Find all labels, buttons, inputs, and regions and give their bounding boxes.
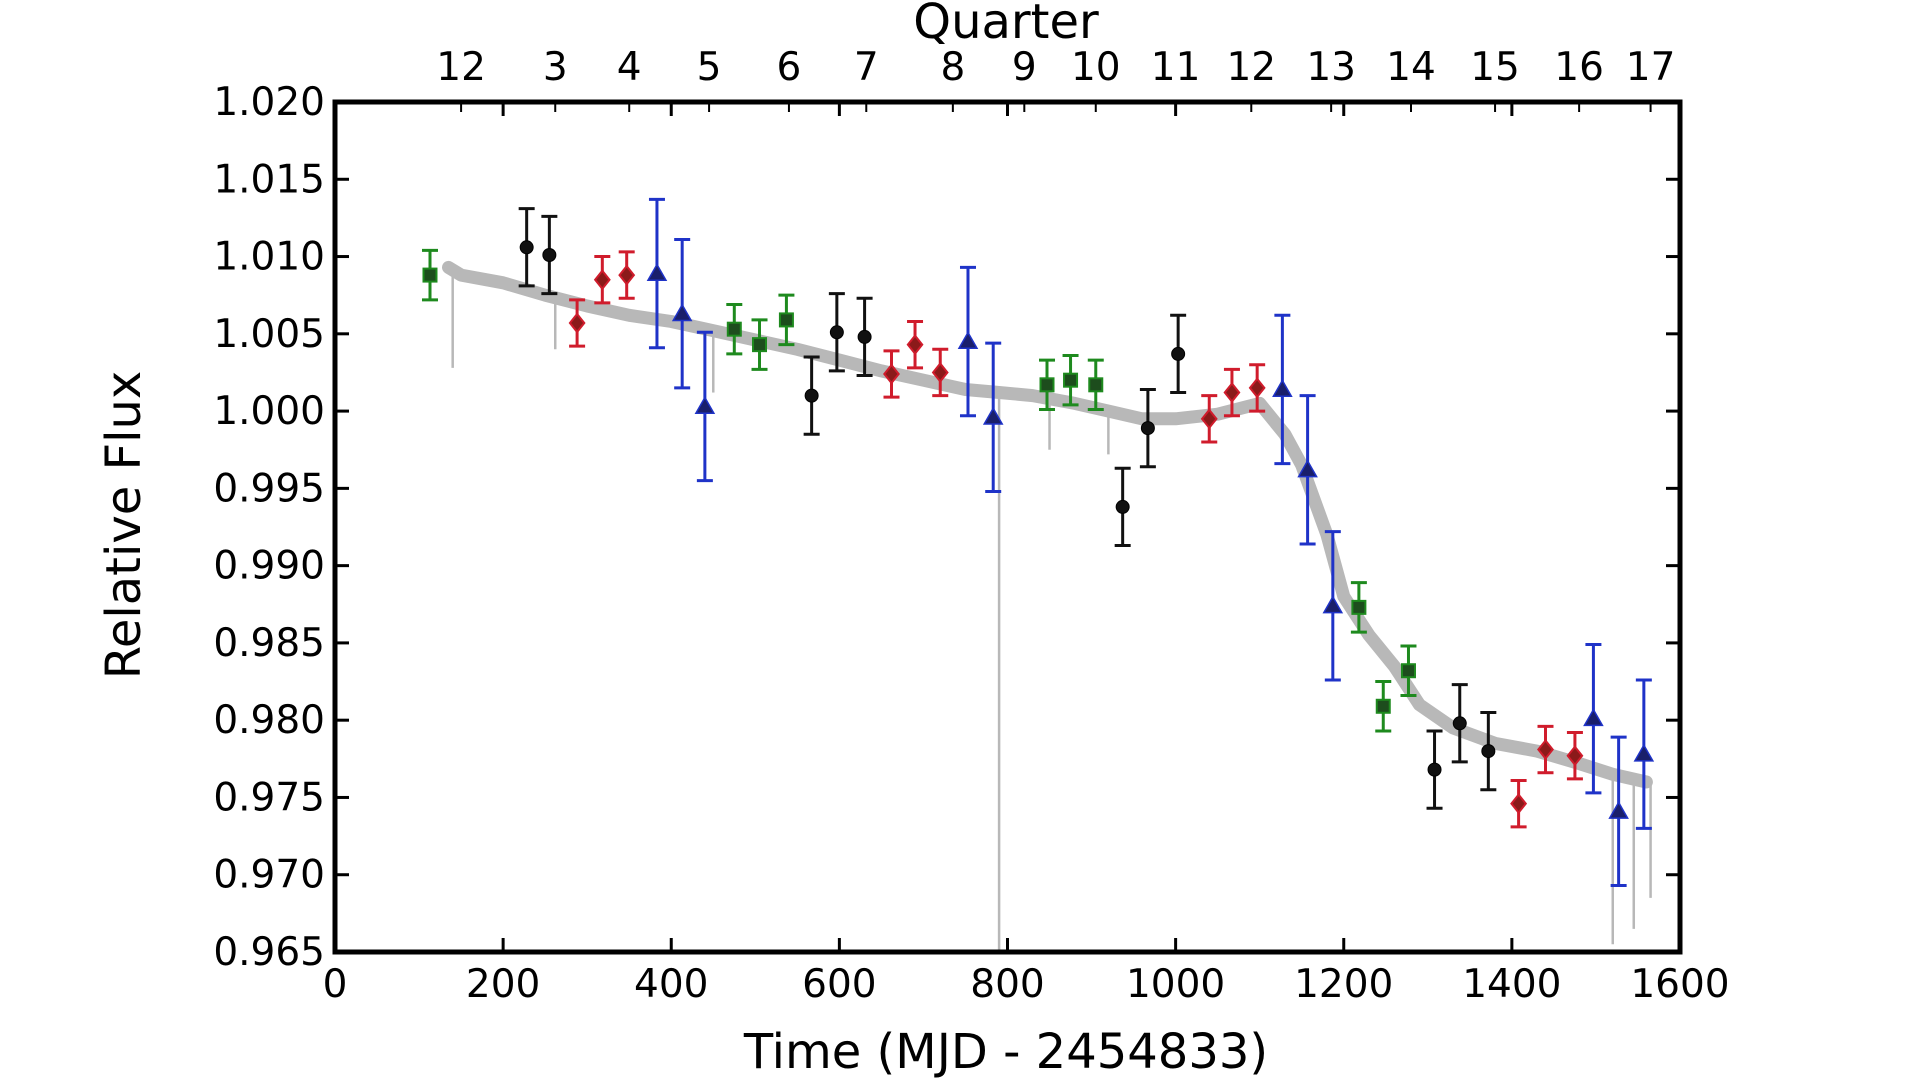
quarter-tick-label: 15	[1470, 45, 1520, 90]
data-point-blue	[1272, 378, 1293, 397]
x-tick-label: 800	[970, 962, 1044, 1007]
y-tick-label: 1.000	[213, 389, 325, 434]
quarter-tick-label: 9	[1012, 45, 1037, 90]
quarter-tick-label: 3	[543, 45, 568, 90]
y-tick-label: 0.995	[213, 466, 325, 511]
y-tick-label: 1.015	[213, 157, 325, 202]
data-point-red	[1200, 408, 1218, 430]
data-point-green	[422, 267, 438, 283]
data-point-black	[1140, 421, 1155, 436]
data-point-green	[752, 337, 768, 353]
data-point-blue	[1297, 459, 1318, 478]
light-curve	[442, 260, 1653, 789]
data-point-green	[1351, 599, 1367, 615]
quarter-tick-label: 12	[1226, 45, 1276, 90]
data-point-blue	[1583, 708, 1604, 727]
data-point-red	[618, 264, 636, 286]
quarter-tick-label: 4	[617, 45, 642, 90]
data-point-green	[778, 312, 794, 328]
quarter-tick-label: 10	[1071, 45, 1121, 90]
data-point-red	[931, 361, 949, 384]
data-point-black	[857, 329, 872, 344]
data-point-black	[1452, 716, 1467, 731]
quarter-tick-label: 7	[854, 45, 879, 90]
x-tick-label: 400	[634, 962, 708, 1007]
data-point-green	[726, 321, 742, 337]
quarter-tick-label: 13	[1306, 45, 1356, 90]
data-point-green	[1039, 377, 1055, 393]
data-point-red	[1223, 381, 1241, 404]
data-point-blue	[982, 406, 1004, 425]
data-point-red	[593, 269, 611, 291]
data-point-blue	[1633, 743, 1655, 762]
y-tick-label: 0.980	[213, 698, 325, 743]
y-tick-label: 0.990	[213, 544, 325, 589]
data-point-black	[519, 240, 534, 255]
quarter-tick-label: 14	[1386, 45, 1436, 90]
data-point-red	[1510, 793, 1528, 815]
x-tick-label: 600	[802, 962, 876, 1007]
x-tick-label: 0	[323, 962, 348, 1007]
quarter-tick-label: 16	[1554, 45, 1604, 90]
data-point-green	[1400, 663, 1416, 679]
quarter-tick-label: 8	[940, 45, 965, 90]
data-point-black	[1115, 499, 1130, 514]
data-point-green	[1088, 377, 1104, 393]
quarter-tick-label: 5	[697, 45, 722, 90]
data-point-blue	[646, 263, 668, 282]
x-axis-title: Time (MJD - 2454833)	[743, 1024, 1268, 1078]
y-tick-label: 1.005	[213, 312, 325, 357]
y-tick-label: 0.985	[213, 621, 325, 666]
data-point-black	[1481, 744, 1496, 759]
data-point-red	[568, 312, 586, 334]
quarter-tick-label: 6	[777, 45, 802, 90]
data-point-red	[1248, 377, 1266, 399]
y-tick-label: 0.970	[213, 853, 325, 898]
data-point-green	[1375, 698, 1391, 714]
quarter-tick-label: 12	[436, 45, 486, 90]
y-tick-label: 1.010	[213, 235, 325, 280]
data-point-green	[1063, 372, 1079, 388]
data-point-red	[1537, 738, 1554, 761]
data-point-red	[906, 334, 924, 356]
x-tick-label: 200	[466, 962, 540, 1007]
plot-area: 0 200 400 600 800 1000 1200 1400 1600 0.965 0.970 0…	[213, 45, 1729, 1007]
x-tick-label: 1400	[1462, 962, 1561, 1007]
x-tick-label: 1000	[1126, 962, 1225, 1007]
data-point-blue	[957, 331, 979, 350]
data-point-blue	[1322, 595, 1344, 614]
y-tick-label: 1.020	[213, 80, 325, 125]
y-tick-label: 0.975	[213, 775, 325, 820]
data-point-black	[1171, 346, 1186, 361]
quarter-tick-label: 17	[1626, 45, 1676, 90]
x-tick-label: 1200	[1294, 962, 1393, 1007]
data-point-black	[804, 388, 819, 403]
data-point-black	[1427, 762, 1442, 777]
y-axis-title: Relative Flux	[96, 371, 152, 680]
y-tick-label: 0.965	[213, 930, 325, 975]
data-point-black	[542, 248, 557, 262]
top-axis-title: Quarter	[913, 0, 1099, 50]
data-point-black	[829, 325, 844, 340]
data-point-red	[883, 363, 900, 385]
data-point-blue	[694, 395, 716, 414]
plot-frame	[332, 99, 1683, 955]
quarter-tick-label: 11	[1151, 45, 1201, 90]
data-point-blue	[671, 303, 693, 322]
x-tick-label: 1600	[1630, 962, 1729, 1007]
data-point-red	[1566, 745, 1584, 767]
data-point-blue	[1608, 800, 1629, 819]
